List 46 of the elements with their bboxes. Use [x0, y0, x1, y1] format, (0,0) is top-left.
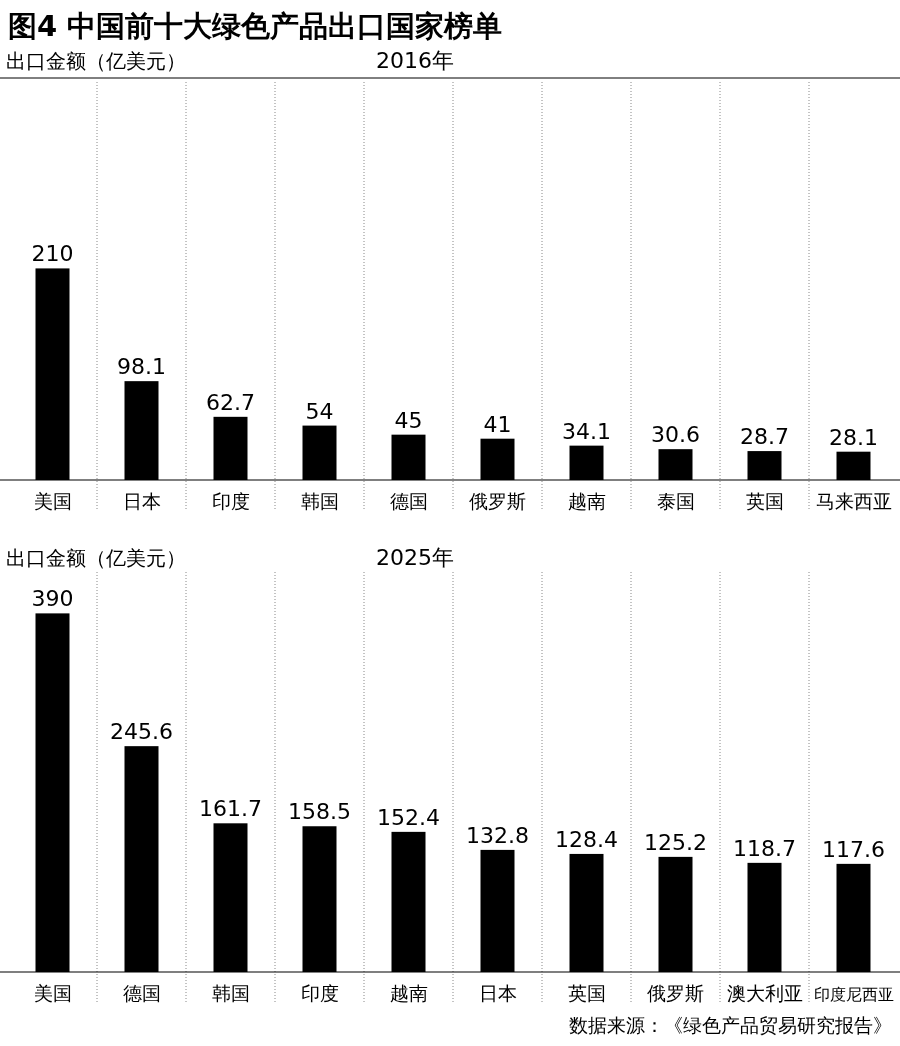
x-tick-label: 美国: [33, 982, 72, 1004]
x-tick-label: 俄罗斯: [469, 490, 526, 512]
x-tick-label: 澳大利亚: [726, 982, 803, 1004]
x-tick-label: 泰国: [656, 490, 695, 512]
data-label: 34.1: [562, 418, 611, 444]
data-label: 62.7: [206, 389, 255, 415]
x-tick-label: 印度尼西亚: [813, 985, 894, 1004]
x-tick-label: 越南: [389, 982, 428, 1004]
chart-title: 图4 中国前十大绿色产品出口国家榜单: [8, 9, 503, 43]
data-label: 45: [394, 407, 423, 433]
data-label: 28.1: [829, 424, 878, 450]
data-label: 245.6: [110, 719, 173, 745]
y-axis-title: 出口金额（亿美元）: [6, 546, 186, 570]
data-label: 152.4: [377, 804, 440, 830]
data-label: 118.7: [733, 835, 796, 861]
data-label: 98.1: [117, 354, 166, 380]
x-tick-label: 英国: [567, 982, 606, 1004]
data-label: 41: [483, 411, 512, 437]
x-tick-label: 马来西亚: [815, 490, 892, 512]
x-tick-label: 越南: [567, 490, 606, 512]
data-label: 210: [31, 241, 74, 267]
data-label: 132.8: [466, 822, 529, 848]
data-label: 161.7: [199, 796, 262, 822]
data-label: 117.6: [822, 836, 885, 862]
data-label: 125.2: [644, 829, 707, 855]
x-tick-label: 英国: [745, 490, 784, 512]
source-note: 数据来源：《绿色产品贸易研究报告》: [569, 1014, 892, 1036]
x-tick-label: 韩国: [211, 982, 250, 1004]
x-tick-label: 印度: [300, 982, 339, 1004]
data-label: 128.4: [555, 826, 618, 852]
chart-title: 2025年: [376, 545, 454, 570]
x-tick-label: 美国: [33, 490, 72, 512]
x-tick-label: 德国: [389, 490, 428, 512]
chart-subtitle: 2016年: [376, 48, 454, 73]
x-tick-label: 韩国: [300, 490, 339, 512]
data-label: 28.7: [740, 424, 789, 450]
data-label: 30.6: [651, 422, 700, 448]
x-tick-label: 德国: [122, 982, 161, 1004]
x-tick-label: 印度: [211, 490, 250, 512]
data-label: 390: [31, 586, 74, 612]
x-tick-label: 日本: [122, 490, 161, 512]
x-tick-label: 日本: [478, 982, 517, 1004]
y-axis-title: 出口金额（亿美元）: [6, 49, 186, 73]
data-label: 54: [305, 398, 334, 424]
x-tick-label: 俄罗斯: [647, 982, 704, 1004]
data-label: 158.5: [288, 799, 351, 825]
